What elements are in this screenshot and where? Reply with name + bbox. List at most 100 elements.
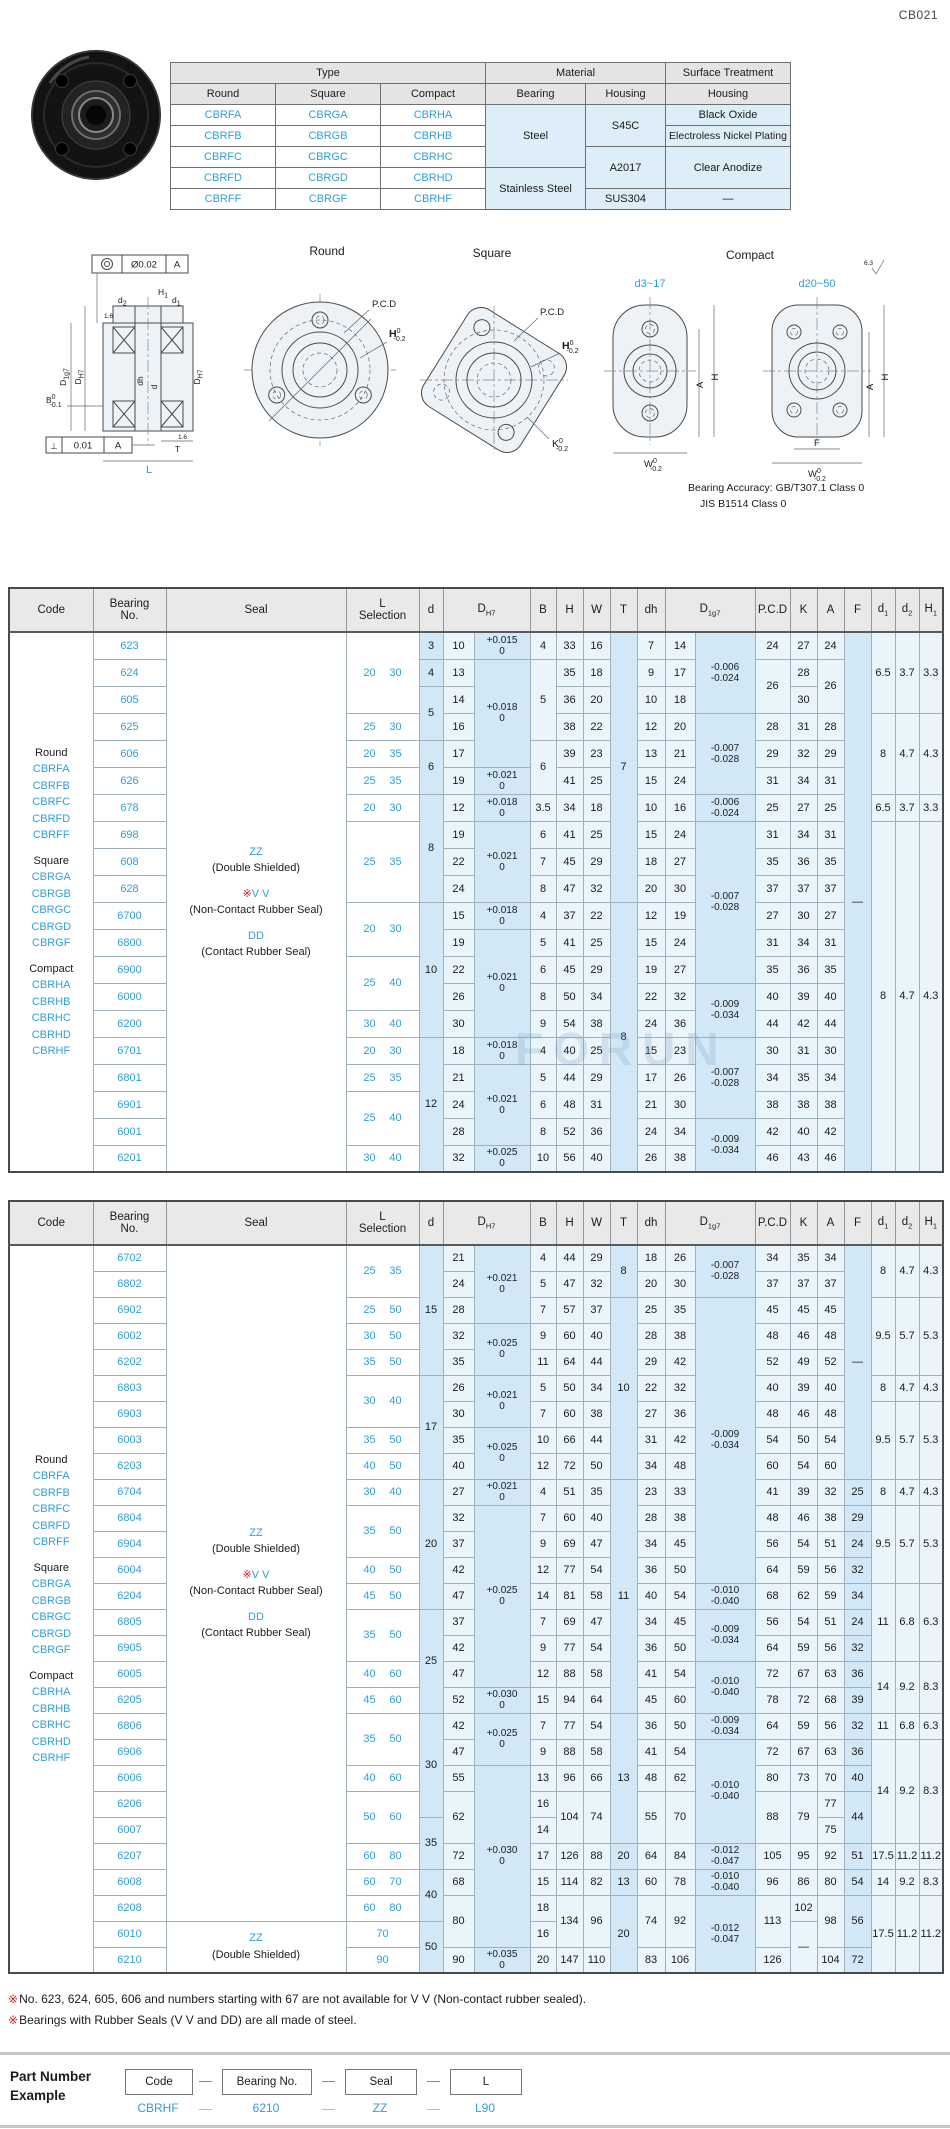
cell-bn[interactable]: 605	[92, 685, 167, 714]
cell-L[interactable]: 30 40	[345, 1009, 420, 1038]
cell-L[interactable]: 20 30	[345, 901, 420, 957]
cell-bn[interactable]: 6803	[92, 1374, 167, 1402]
cell-L[interactable]: 30 40	[345, 1478, 420, 1506]
type-code-link[interactable]: CBRFD	[170, 167, 276, 189]
code-text[interactable]: CBRHC	[31, 1012, 71, 1024]
code-text[interactable]: CBRFD	[32, 1519, 71, 1532]
cell-bn[interactable]: 6704	[92, 1478, 167, 1506]
code-text[interactable]: CBRHB	[31, 1702, 71, 1715]
cell-bn[interactable]: 6203	[92, 1452, 167, 1480]
cell-bn[interactable]: 6004	[92, 1556, 167, 1584]
cell-bn[interactable]: 624	[92, 658, 167, 687]
cell-bn[interactable]: 608	[92, 847, 167, 876]
type-code-link[interactable]: CBRHF	[380, 188, 486, 210]
cell-L[interactable]: 35 50	[345, 1504, 420, 1558]
code-text[interactable]: CBRFD	[32, 812, 71, 825]
cell-L[interactable]: 50 60	[345, 1790, 420, 1844]
cell-L[interactable]: 70	[345, 1920, 420, 1948]
code-text[interactable]: CBRFC	[32, 1503, 71, 1515]
cell-bn[interactable]: 6208	[92, 1894, 167, 1922]
cell-bn[interactable]: 6001	[92, 1117, 167, 1146]
type-code-link[interactable]: CBRHD	[380, 167, 486, 189]
cell-L[interactable]: 25 35	[345, 820, 420, 903]
cell-bn[interactable]: 6002	[92, 1322, 167, 1350]
code-text[interactable]: CBRHD	[31, 1028, 71, 1041]
cell-L[interactable]: 25 40	[345, 1090, 420, 1146]
code-text[interactable]: CBRFB	[32, 779, 70, 792]
cell-L[interactable]: 35 50	[345, 1348, 420, 1376]
cell-bn[interactable]: 6008	[92, 1868, 167, 1896]
cell-L[interactable]: 30 40	[345, 1144, 420, 1173]
cell-L[interactable]: 45 60	[345, 1686, 420, 1714]
cell-bn[interactable]: 6804	[92, 1504, 167, 1532]
type-code-link[interactable]: CBRGF	[275, 188, 381, 210]
cell-bn[interactable]: 6902	[92, 1296, 167, 1324]
code-text[interactable]: CBRFC	[32, 796, 71, 808]
cell-bn[interactable]: 6207	[92, 1842, 167, 1870]
type-code-link[interactable]: CBRGC	[275, 146, 381, 168]
cell-bn[interactable]: 6005	[92, 1660, 167, 1688]
cell-bn[interactable]: 6006	[92, 1764, 167, 1792]
type-code-link[interactable]: CBRHB	[380, 125, 486, 147]
cell-L[interactable]: 25 40	[345, 955, 420, 1011]
cell-bn[interactable]: 698	[92, 820, 167, 849]
cell-bn[interactable]: 678	[92, 793, 167, 822]
cell-L[interactable]: 25 35	[345, 1063, 420, 1092]
code-text[interactable]: CBRGF	[32, 937, 71, 949]
type-code-link[interactable]: CBRFB	[170, 125, 276, 147]
cell-bn[interactable]: 628	[92, 874, 167, 903]
type-code-link[interactable]: CBRFF	[170, 188, 276, 210]
cell-bn[interactable]: 6210	[92, 1946, 167, 1974]
cell-bn[interactable]: 6201	[92, 1144, 167, 1173]
cell-L[interactable]: 30 50	[345, 1322, 420, 1350]
cell-L[interactable]: 45 50	[345, 1582, 420, 1610]
cell-bn[interactable]: 623	[92, 631, 167, 660]
cell-bn[interactable]: 6010	[92, 1920, 167, 1948]
code-text[interactable]: CBRGC	[31, 1611, 72, 1623]
cell-bn[interactable]: 6904	[92, 1530, 167, 1558]
cell-bn[interactable]: 6801	[92, 1063, 167, 1092]
code-text[interactable]: CBRGC	[31, 904, 72, 916]
code-text[interactable]: CBRGD	[31, 920, 72, 933]
cell-bn[interactable]: 6701	[92, 1036, 167, 1065]
cell-L[interactable]: 35 50	[345, 1426, 420, 1454]
cell-bn[interactable]: 625	[92, 712, 167, 741]
type-code-link[interactable]: CBRGB	[275, 125, 381, 147]
code-text[interactable]: CBRHF	[32, 1045, 71, 1057]
code-text[interactable]: CBRHC	[31, 1719, 71, 1731]
type-code-link[interactable]: CBRGD	[275, 167, 381, 189]
cell-L[interactable]: 40 60	[345, 1660, 420, 1688]
cell-bn[interactable]: 626	[92, 766, 167, 795]
cell-bn[interactable]: 6900	[92, 955, 167, 984]
cell-L[interactable]: 40 50	[345, 1452, 420, 1480]
cell-bn[interactable]: 6906	[92, 1738, 167, 1766]
cell-L[interactable]: 25 35	[345, 1244, 420, 1298]
cell-bn[interactable]: 6800	[92, 928, 167, 957]
cell-L[interactable]: 40 50	[345, 1556, 420, 1584]
code-text[interactable]: CBRFB	[32, 1486, 70, 1499]
cell-bn[interactable]: 6802	[92, 1270, 167, 1298]
type-code-link[interactable]: CBRFA	[170, 104, 276, 126]
cell-L[interactable]: 20 35	[345, 739, 420, 768]
cell-bn[interactable]: 6204	[92, 1582, 167, 1610]
cell-bn[interactable]: 6700	[92, 901, 167, 930]
cell-L[interactable]: 25 50	[345, 1296, 420, 1324]
cell-L[interactable]: 40 60	[345, 1764, 420, 1792]
cell-L[interactable]: 20 30	[345, 793, 420, 822]
code-text[interactable]: CBRFF	[32, 829, 70, 841]
cell-L[interactable]: 60 80	[345, 1894, 420, 1922]
cell-L[interactable]: 35 50	[345, 1608, 420, 1662]
code-text[interactable]: CBRGA	[31, 871, 71, 883]
cell-bn[interactable]: 6206	[92, 1790, 167, 1818]
cell-L[interactable]: 60 70	[345, 1868, 420, 1896]
cell-bn[interactable]: 6905	[92, 1634, 167, 1662]
code-text[interactable]: CBRGB	[31, 1594, 71, 1607]
type-code-link[interactable]: CBRHC	[380, 146, 486, 168]
cell-bn[interactable]: 6805	[92, 1608, 167, 1636]
code-text[interactable]: CBRGB	[31, 887, 71, 900]
cell-L[interactable]: 25 35	[345, 766, 420, 795]
type-code-link[interactable]: CBRFC	[170, 146, 276, 168]
code-text[interactable]: CBRGF	[32, 1644, 71, 1656]
cell-L[interactable]: 90	[345, 1946, 420, 1974]
cell-bn[interactable]: 6702	[92, 1244, 167, 1272]
